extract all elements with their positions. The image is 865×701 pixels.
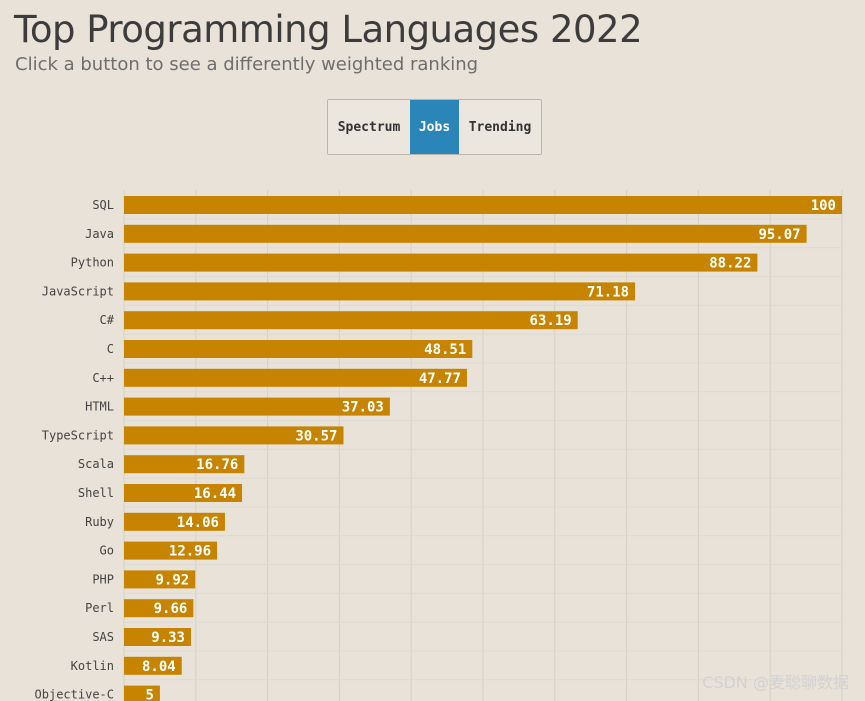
bar[interactable] <box>124 656 182 675</box>
spectrum-button[interactable]: Spectrum <box>337 119 401 135</box>
category-label: C# <box>100 313 115 327</box>
category-label: TypeScript <box>42 428 114 442</box>
value-label: 71.18 <box>587 284 629 300</box>
watermark: CSDN @麦聪聊数据 <box>702 673 849 692</box>
bar[interactable] <box>124 340 473 358</box>
page-subtitle: Click a button to see a differently weig… <box>15 54 479 75</box>
jobs-button[interactable]: Jobs <box>410 100 459 154</box>
value-label: 12.96 <box>169 544 211 560</box>
value-label: 16.44 <box>194 486 236 502</box>
category-label: Go <box>100 544 114 558</box>
category-label: Scala <box>78 457 114 471</box>
value-label: 63.19 <box>530 313 572 329</box>
ranking-button-group: Spectrum Jobs Trending <box>327 99 542 155</box>
category-label: C++ <box>92 371 114 385</box>
category-label: PHP <box>92 572 114 586</box>
page-title: Top Programming Languages 2022 <box>14 8 643 51</box>
category-label: Ruby <box>85 515 114 529</box>
category-label: Perl <box>85 601 114 615</box>
bar[interactable] <box>124 541 218 560</box>
category-label: Java <box>85 227 114 241</box>
value-label: 14.06 <box>177 515 219 531</box>
value-label: 88.22 <box>709 256 751 272</box>
value-label: 48.51 <box>424 342 466 358</box>
bar[interactable] <box>124 685 160 701</box>
category-label: Python <box>71 256 114 270</box>
category-label: Objective-C <box>35 688 114 701</box>
bar[interactable] <box>124 368 467 387</box>
category-label: SQL <box>92 198 114 212</box>
bar[interactable] <box>124 570 196 589</box>
bar[interactable] <box>124 282 636 301</box>
value-label: 100 <box>811 198 836 214</box>
category-label: HTML <box>85 400 114 414</box>
bar[interactable] <box>124 426 344 445</box>
category-label: C <box>107 342 114 356</box>
value-label: 47.77 <box>419 371 461 387</box>
value-label: 9.92 <box>156 572 190 588</box>
category-label: Shell <box>78 486 114 500</box>
bar[interactable] <box>124 455 245 474</box>
value-label: 16.76 <box>196 457 238 473</box>
bar[interactable] <box>124 397 390 416</box>
value-label: 30.57 <box>295 428 337 444</box>
category-label: SAS <box>92 630 114 644</box>
value-label: 37.03 <box>342 400 384 416</box>
bar[interactable] <box>124 628 191 646</box>
category-label: Kotlin <box>71 659 114 673</box>
bar[interactable] <box>124 224 807 243</box>
bar[interactable] <box>124 311 578 330</box>
gridlines <box>123 190 843 701</box>
value-label: 8.04 <box>142 659 176 675</box>
bar[interactable] <box>124 196 842 214</box>
bar[interactable] <box>124 599 194 618</box>
value-label: 9.66 <box>154 601 188 617</box>
bar[interactable] <box>124 253 758 272</box>
trending-button[interactable]: Trending <box>468 119 532 135</box>
bar[interactable] <box>124 484 243 502</box>
value-label: 9.33 <box>151 630 185 646</box>
category-label: JavaScript <box>42 284 114 298</box>
bar[interactable] <box>124 512 225 531</box>
value-label: 95.07 <box>758 227 800 243</box>
value-label: 5 <box>145 688 153 701</box>
